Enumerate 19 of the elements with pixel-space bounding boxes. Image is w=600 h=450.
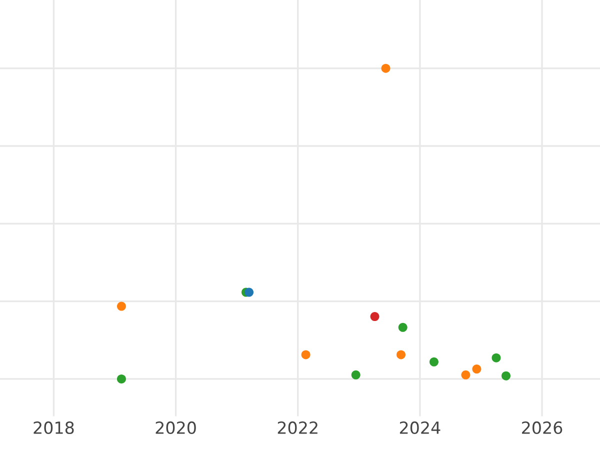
point (398, 322, 408, 332)
x-tick-label: 2018 (34, 421, 74, 434)
point (370, 312, 380, 322)
point (472, 364, 482, 374)
point (502, 371, 510, 380)
point (116, 302, 126, 311)
point (116, 374, 126, 384)
point (351, 370, 360, 380)
point (244, 288, 254, 297)
point (396, 350, 406, 360)
point (429, 357, 438, 366)
point (492, 353, 501, 362)
x-tick-label: 2020 (156, 421, 196, 434)
x-tick-label: 2026 (522, 421, 562, 434)
point (381, 64, 390, 73)
point (301, 350, 310, 360)
point (461, 370, 470, 380)
x-tick-label: 2024 (400, 421, 440, 434)
x-tick-label: 2022 (278, 421, 318, 434)
